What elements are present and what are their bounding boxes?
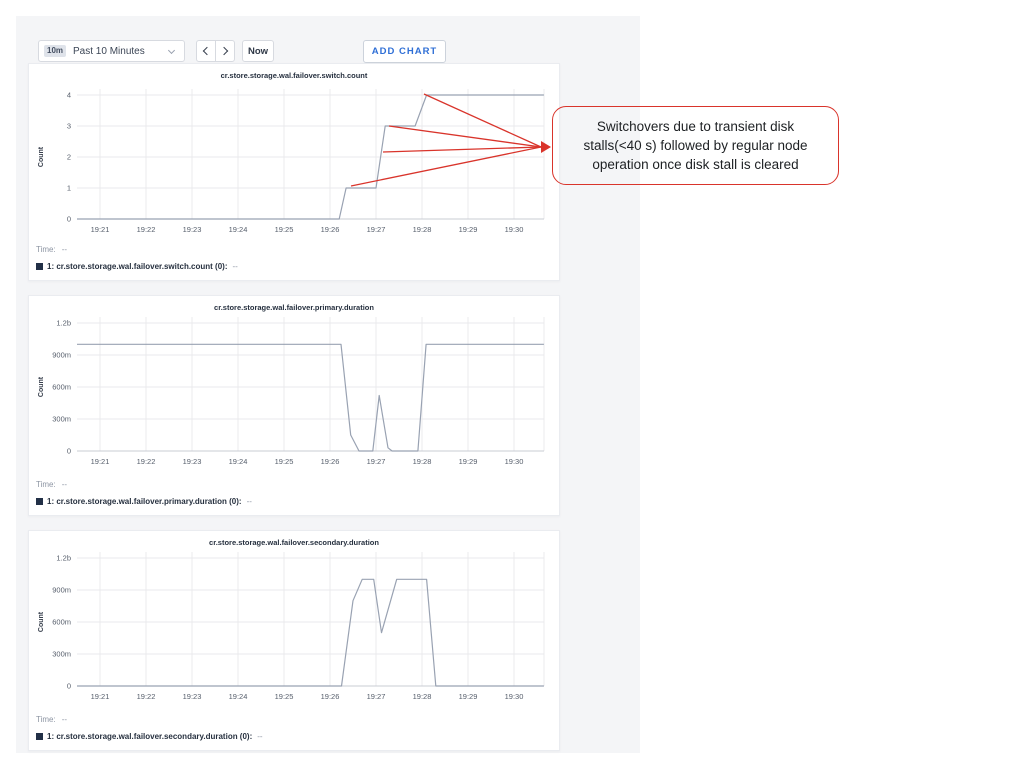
- time-value: --: [61, 245, 68, 254]
- time-value: --: [61, 715, 68, 724]
- svg-text:1.2b: 1.2b: [56, 554, 71, 563]
- svg-text:1.2b: 1.2b: [56, 319, 71, 328]
- svg-text:19:24: 19:24: [229, 225, 248, 234]
- svg-text:1: 1: [67, 184, 71, 193]
- svg-text:19:22: 19:22: [137, 692, 156, 701]
- time-range-selector[interactable]: 10m Past 10 Minutes: [38, 40, 185, 62]
- chart-card-switch-count: cr.store.storage.wal.failover.switch.cou…: [28, 63, 560, 281]
- svg-text:19:27: 19:27: [367, 692, 386, 701]
- svg-text:19:30: 19:30: [505, 225, 524, 234]
- time-range-label: Past 10 Minutes: [73, 45, 145, 57]
- legend-value: --: [232, 262, 238, 271]
- chevron-left-icon: [202, 46, 212, 56]
- legend-row[interactable]: 1: cr.store.storage.wal.failover.seconda…: [36, 732, 263, 741]
- svg-text:Count: Count: [38, 146, 45, 167]
- chart-canvas[interactable]: 0 300m 600m 900m 1.2b 19:21 19:22 19:23 19:24 19:…: [29, 296, 561, 476]
- svg-text:19:29: 19:29: [459, 457, 478, 466]
- legend-label: 1: cr.store.storage.wal.failover.switch.…: [47, 262, 228, 271]
- svg-text:2: 2: [67, 153, 71, 162]
- svg-text:19:21: 19:21: [91, 692, 110, 701]
- svg-text:19:28: 19:28: [413, 225, 432, 234]
- svg-text:600m: 600m: [52, 618, 71, 627]
- svg-text:19:26: 19:26: [321, 692, 340, 701]
- svg-text:19:26: 19:26: [321, 457, 340, 466]
- svg-text:19:23: 19:23: [183, 692, 202, 701]
- svg-text:Count: Count: [38, 376, 45, 397]
- svg-text:Count: Count: [38, 611, 45, 632]
- chart-title: cr.store.storage.wal.failover.secondary.…: [209, 538, 379, 547]
- chart-canvas[interactable]: 0 300m 600m 900m 1.2b 19:21 19:22 19:23 19:24 19:…: [29, 531, 561, 711]
- svg-text:900m: 900m: [52, 586, 71, 595]
- svg-text:19:25: 19:25: [275, 457, 294, 466]
- svg-text:19:30: 19:30: [505, 692, 524, 701]
- legend-swatch-icon: [36, 498, 43, 505]
- svg-text:300m: 300m: [52, 415, 71, 424]
- svg-text:300m: 300m: [52, 650, 71, 659]
- legend-value: --: [257, 732, 263, 741]
- svg-text:19:24: 19:24: [229, 692, 248, 701]
- hover-time-row: Time: --: [36, 480, 67, 489]
- svg-text:19:27: 19:27: [367, 225, 386, 234]
- svg-text:0: 0: [67, 215, 71, 224]
- svg-text:19:22: 19:22: [137, 225, 156, 234]
- hover-time-row: Time: --: [36, 715, 67, 724]
- chart-card-secondary-duration: cr.store.storage.wal.failover.secondary.…: [28, 530, 560, 751]
- hover-time-row: Time: --: [36, 245, 67, 254]
- svg-text:900m: 900m: [52, 351, 71, 360]
- svg-text:19:28: 19:28: [413, 457, 432, 466]
- svg-text:0: 0: [67, 682, 71, 691]
- time-window-badge: 10m: [44, 45, 67, 57]
- chart-title: cr.store.storage.wal.failover.switch.cou…: [220, 71, 368, 80]
- now-button[interactable]: Now: [242, 40, 274, 62]
- svg-text:4: 4: [67, 91, 71, 100]
- svg-text:19:22: 19:22: [137, 457, 156, 466]
- svg-text:3: 3: [67, 122, 71, 131]
- svg-text:19:23: 19:23: [183, 225, 202, 234]
- legend-value: --: [246, 497, 252, 506]
- time-label: Time:: [36, 480, 56, 489]
- legend-label: 1: cr.store.storage.wal.failover.primary…: [47, 497, 242, 506]
- legend-row[interactable]: 1: cr.store.storage.wal.failover.switch.…: [36, 262, 238, 271]
- svg-text:19:23: 19:23: [183, 457, 202, 466]
- svg-text:0: 0: [67, 447, 71, 456]
- svg-text:19:29: 19:29: [459, 225, 478, 234]
- chevron-down-icon: [167, 46, 176, 55]
- svg-text:600m: 600m: [52, 383, 71, 392]
- svg-text:19:21: 19:21: [91, 457, 110, 466]
- legend-swatch-icon: [36, 733, 43, 740]
- time-label: Time:: [36, 245, 56, 254]
- svg-text:19:28: 19:28: [413, 692, 432, 701]
- chevron-right-icon: [219, 46, 229, 56]
- svg-text:19:26: 19:26: [321, 225, 340, 234]
- prev-time-button[interactable]: [196, 40, 216, 62]
- svg-text:19:25: 19:25: [275, 225, 294, 234]
- chart-title: cr.store.storage.wal.failover.primary.du…: [214, 303, 374, 312]
- time-label: Time:: [36, 715, 56, 724]
- legend-swatch-icon: [36, 263, 43, 270]
- next-time-button[interactable]: [215, 40, 235, 62]
- svg-text:19:21: 19:21: [91, 225, 110, 234]
- chart-canvas[interactable]: 0 1 2 3 4 19:21 19:22 19:23 19:24 19:25 19:26 19:27…: [29, 64, 561, 244]
- legend-label: 1: cr.store.storage.wal.failover.seconda…: [47, 732, 253, 741]
- svg-text:19:24: 19:24: [229, 457, 248, 466]
- svg-text:19:25: 19:25: [275, 692, 294, 701]
- chart-card-primary-duration: cr.store.storage.wal.failover.primary.du…: [28, 295, 560, 516]
- add-chart-button[interactable]: ADD CHART: [363, 40, 446, 63]
- time-value: --: [61, 480, 68, 489]
- svg-text:19:27: 19:27: [367, 457, 386, 466]
- svg-text:19:30: 19:30: [505, 457, 524, 466]
- annotation-callout: Switchovers due to transient disk stalls…: [552, 106, 839, 185]
- svg-text:19:29: 19:29: [459, 692, 478, 701]
- legend-row[interactable]: 1: cr.store.storage.wal.failover.primary…: [36, 497, 252, 506]
